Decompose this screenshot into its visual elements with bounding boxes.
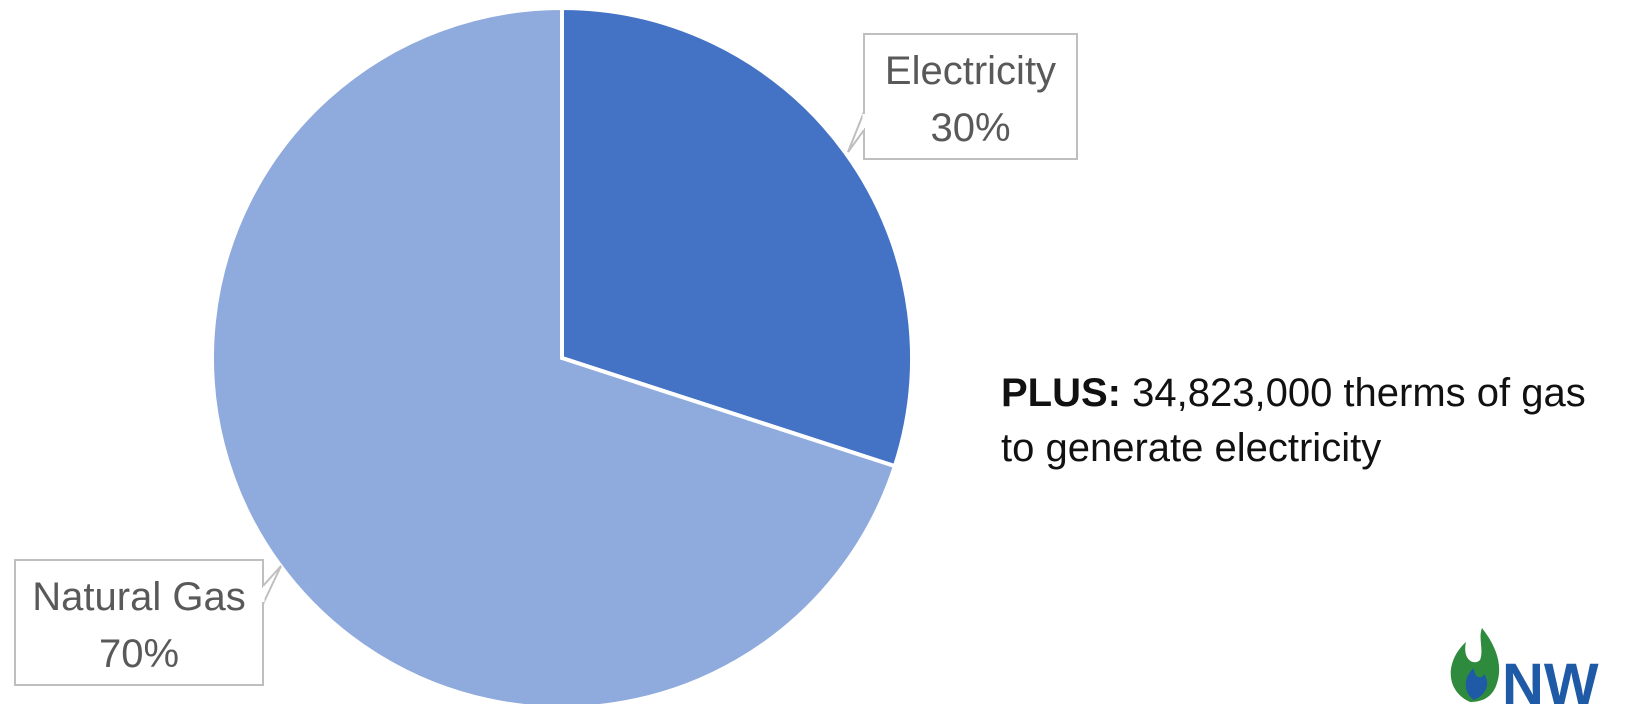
plus-note-text: 34,823,000 therms of gas to generate ele… [1001,371,1586,470]
pie-slice-electricity [560,5,914,469]
callout-value: 70% [99,632,179,676]
callout-value: 30% [930,106,1010,150]
pie-slices [210,5,914,704]
nw-logo: NW [1450,628,1599,704]
callout-box [863,33,1078,160]
callout-pointer [262,565,282,605]
callout-pointer [847,111,865,153]
pie-slice-natural-gas [210,5,898,704]
callout-box [14,559,264,686]
plus-note: PLUS: 34,823,000 therms of gas to genera… [1001,366,1621,476]
callout-electricity: Electricity 30% [847,33,1078,160]
pie-callouts: Electricity 30% Natural Gas 70% [14,33,1078,686]
callout-label: Electricity [885,49,1056,93]
logo-text: NW [1502,652,1599,704]
callout-label: Natural Gas [32,575,245,619]
callout-natural-gas: Natural Gas 70% [14,559,282,686]
flame-icon-inner [1465,668,1488,700]
plus-note-label: PLUS: [1001,371,1121,415]
